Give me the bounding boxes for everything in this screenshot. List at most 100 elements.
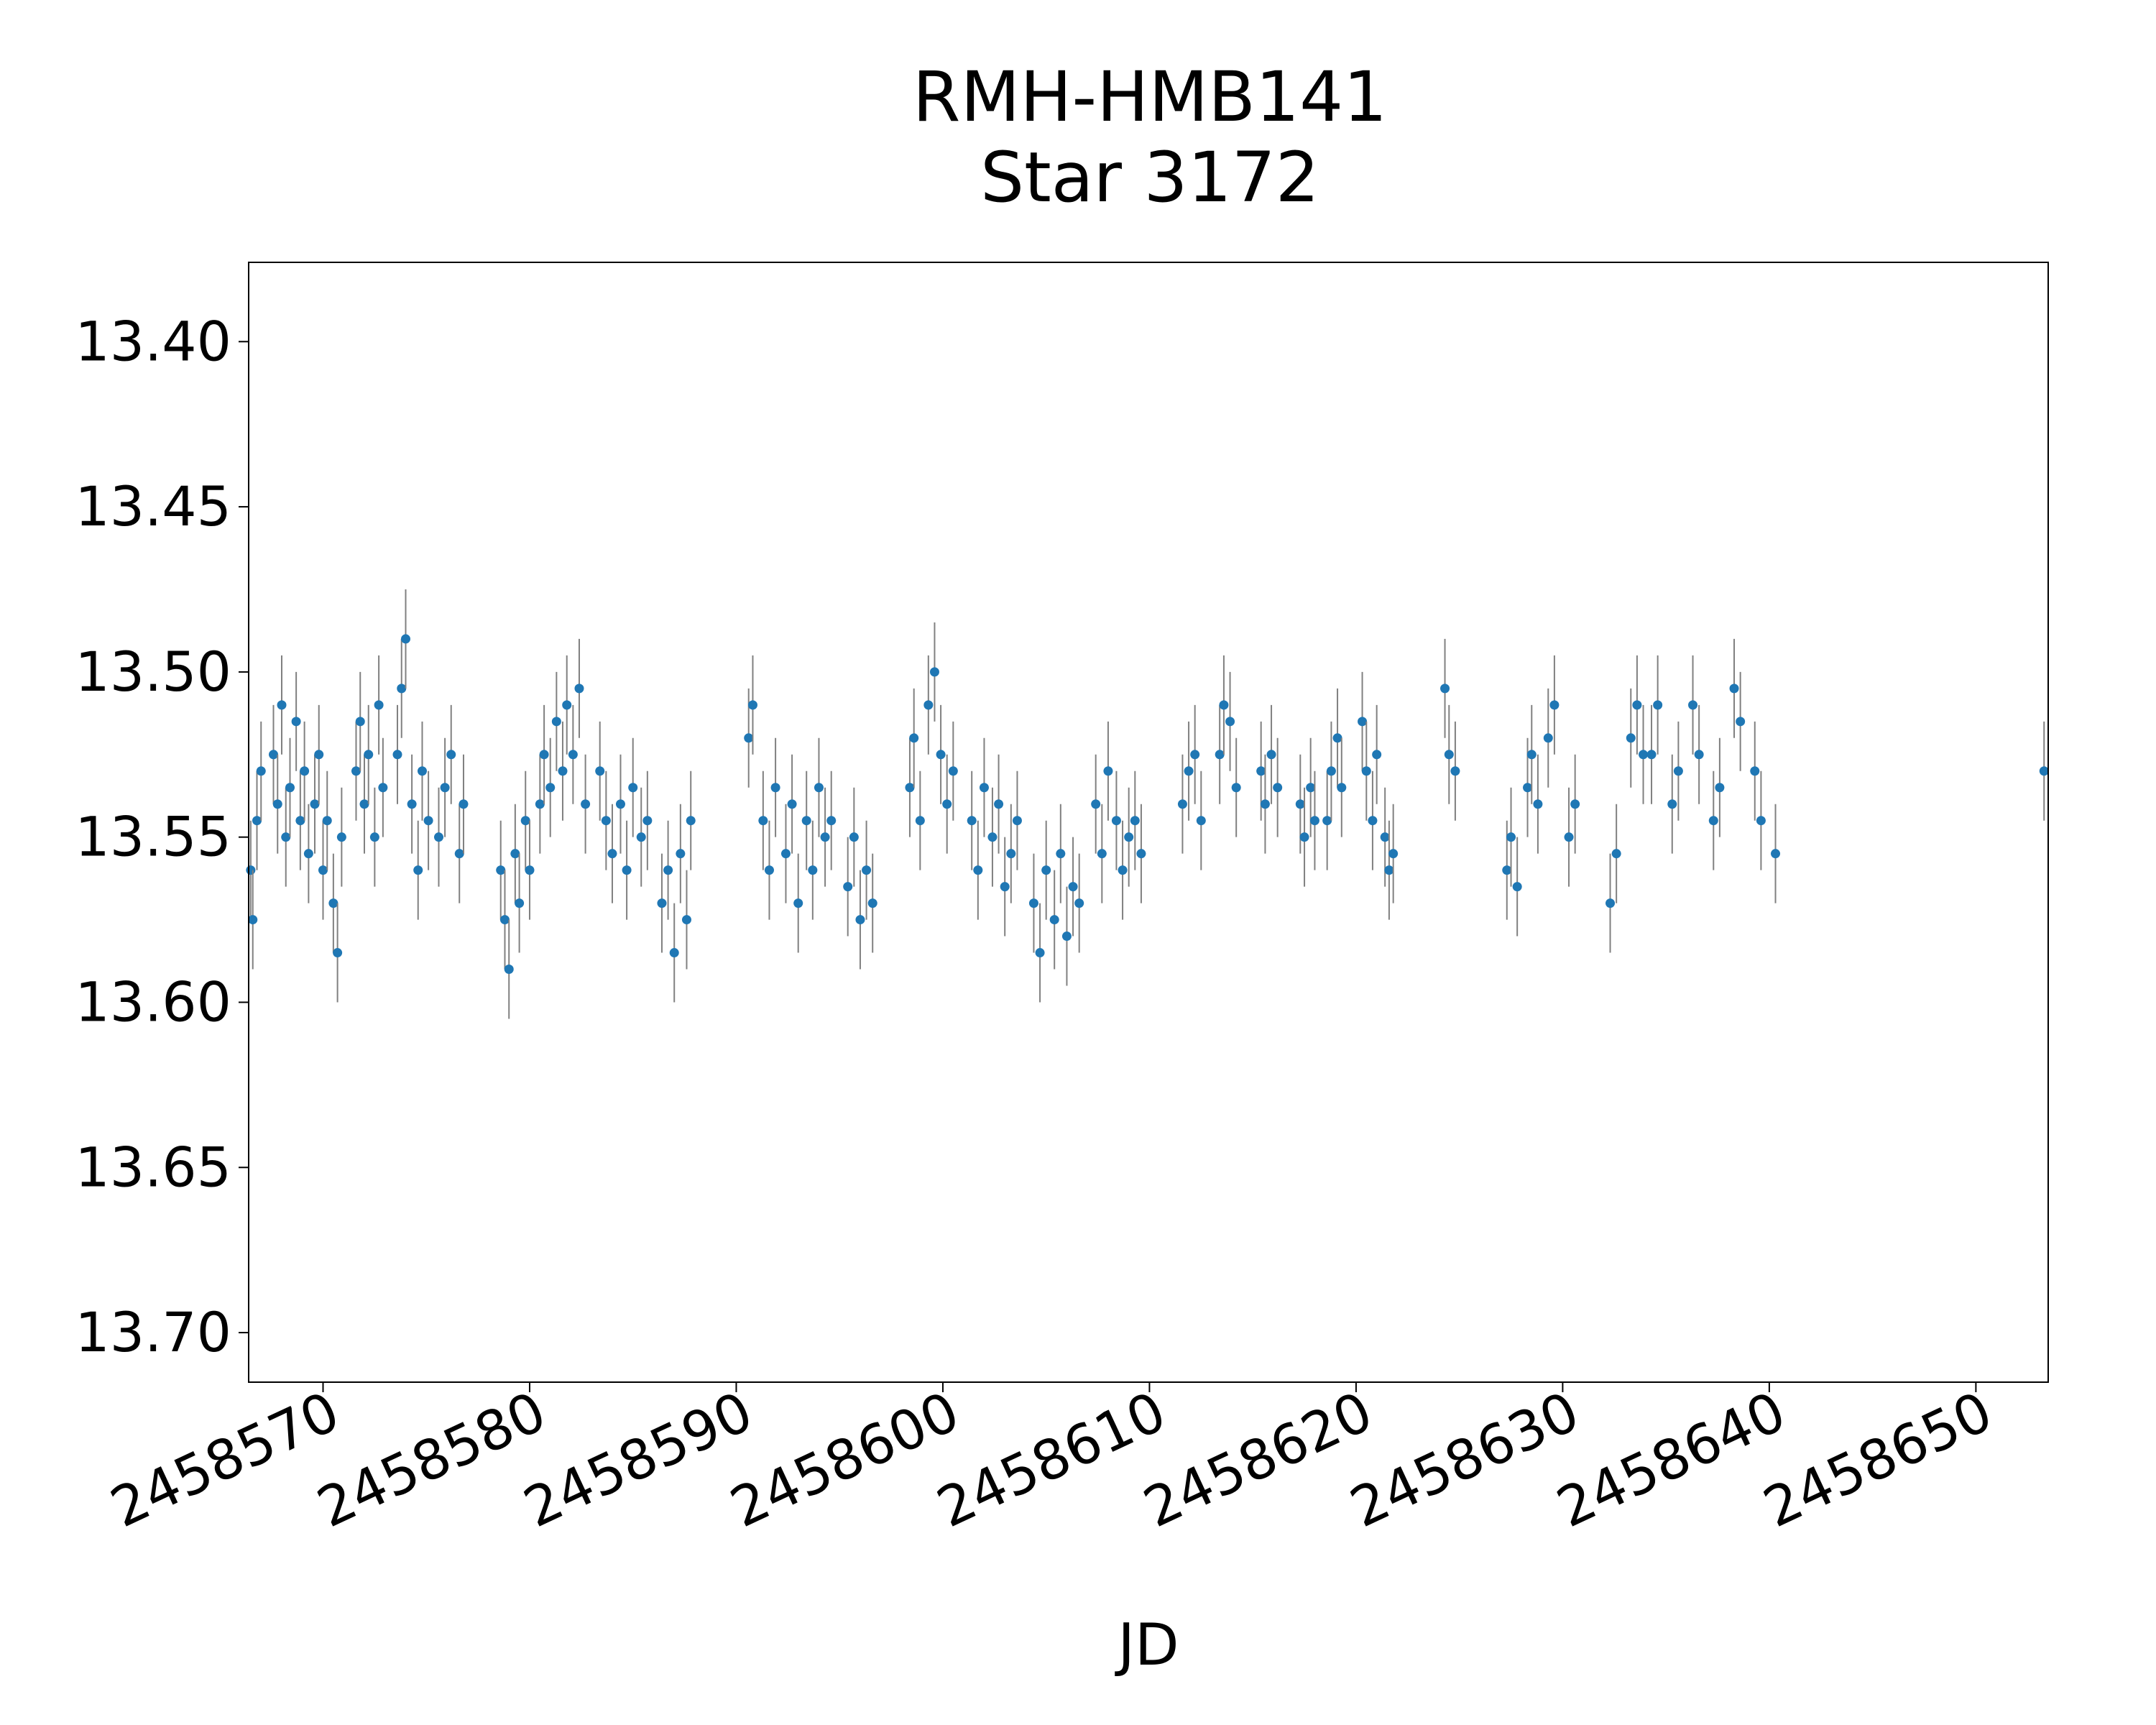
data-point — [1190, 750, 1200, 760]
data-point — [867, 898, 877, 908]
data-point — [551, 717, 561, 727]
data-point — [364, 750, 374, 760]
data-point — [1260, 799, 1270, 809]
y-tick-label: 13.60 — [75, 970, 231, 1034]
data-point — [581, 799, 591, 809]
data-point — [355, 717, 365, 727]
data-point — [1715, 783, 1725, 793]
x-tick-label: 2458640 — [1547, 1379, 1795, 1540]
data-point — [378, 783, 388, 793]
data-point — [1035, 948, 1045, 958]
data-point — [303, 849, 313, 859]
x-tick-label: 2458590 — [515, 1379, 762, 1540]
data-point — [663, 865, 673, 875]
data-point — [601, 816, 611, 826]
data-point — [1326, 766, 1336, 776]
data-point — [1639, 750, 1649, 760]
data-point — [1632, 700, 1642, 710]
data-point — [369, 832, 379, 842]
data-point — [322, 816, 332, 826]
chart-title-line-1: RMH-HMB141 — [913, 57, 1387, 137]
data-point — [826, 816, 837, 826]
data-point — [295, 816, 305, 826]
data-point — [595, 766, 605, 776]
data-point — [1006, 849, 1016, 859]
data-point — [787, 799, 797, 809]
data-point — [1570, 799, 1580, 809]
data-point — [801, 816, 811, 826]
data-point — [1506, 832, 1516, 842]
data-point — [967, 816, 977, 826]
x-tick-label: 2458580 — [308, 1379, 555, 1540]
data-point — [1564, 832, 1574, 842]
x-tick-label: 2458650 — [1754, 1379, 2001, 1540]
data-point — [1611, 849, 1621, 859]
data-point — [510, 849, 520, 859]
data-point — [454, 849, 464, 859]
data-point — [642, 816, 653, 826]
data-point — [1012, 816, 1022, 826]
data-point — [615, 799, 625, 809]
data-point — [1512, 882, 1522, 892]
data-point — [1231, 783, 1241, 793]
data-point — [843, 882, 853, 892]
x-axis: 2458570245858024585902458600245861024586… — [101, 1379, 2001, 1540]
data-point — [1273, 783, 1283, 793]
data-point — [994, 799, 1004, 809]
data-point — [1533, 799, 1543, 809]
data-point — [681, 915, 691, 925]
data-point — [1708, 816, 1718, 826]
data-point — [1756, 816, 1766, 826]
data-point — [1306, 783, 1316, 793]
data-point — [1061, 932, 1072, 942]
data-point — [909, 733, 919, 743]
data-point — [423, 816, 433, 826]
x-tick-label: 2458620 — [1134, 1379, 1381, 1540]
data-point — [248, 915, 258, 925]
data-point — [1322, 816, 1332, 826]
data-point — [1543, 733, 1553, 743]
data-point — [1626, 733, 1636, 743]
data-point — [1736, 717, 1746, 727]
y-tick-label: 13.40 — [75, 309, 231, 373]
data-point — [397, 684, 407, 694]
data-point — [400, 634, 410, 644]
data-point — [351, 766, 361, 776]
data-point — [336, 832, 346, 842]
data-point — [1097, 849, 1107, 859]
data-point — [459, 799, 469, 809]
data-point — [923, 700, 934, 710]
data-point — [936, 750, 946, 760]
data-point — [1606, 898, 1616, 908]
data-point — [929, 667, 939, 677]
data-point — [628, 783, 638, 793]
data-point — [1266, 750, 1276, 760]
x-tick-label: 2458630 — [1341, 1379, 1588, 1540]
x-tick-label: 2458570 — [101, 1379, 349, 1540]
data-point — [744, 733, 754, 743]
data-point — [314, 750, 324, 760]
data-point — [300, 766, 310, 776]
data-point — [905, 783, 915, 793]
data-point — [607, 849, 617, 859]
data-point — [669, 948, 679, 958]
y-tick-label: 13.50 — [75, 640, 231, 704]
data-point — [1068, 882, 1078, 892]
data-point — [948, 766, 958, 776]
data-point — [291, 717, 301, 727]
data-point — [285, 783, 295, 793]
data-point — [277, 700, 287, 710]
data-point — [1256, 766, 1266, 776]
data-point — [1177, 799, 1187, 809]
data-point — [1295, 799, 1305, 809]
plot-frame — [248, 262, 2049, 1383]
y-tick-label: 13.55 — [75, 805, 231, 869]
data-point — [407, 799, 417, 809]
data-point — [1750, 766, 1760, 776]
data-point — [764, 865, 774, 875]
data-point — [1337, 783, 1347, 793]
data-point — [1219, 700, 1229, 710]
data-point — [252, 816, 262, 826]
data-point — [1361, 766, 1371, 776]
